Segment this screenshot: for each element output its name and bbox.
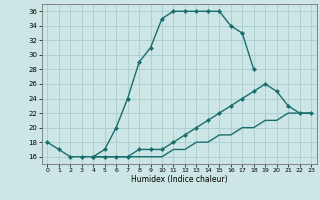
X-axis label: Humidex (Indice chaleur): Humidex (Indice chaleur) [131, 175, 228, 184]
